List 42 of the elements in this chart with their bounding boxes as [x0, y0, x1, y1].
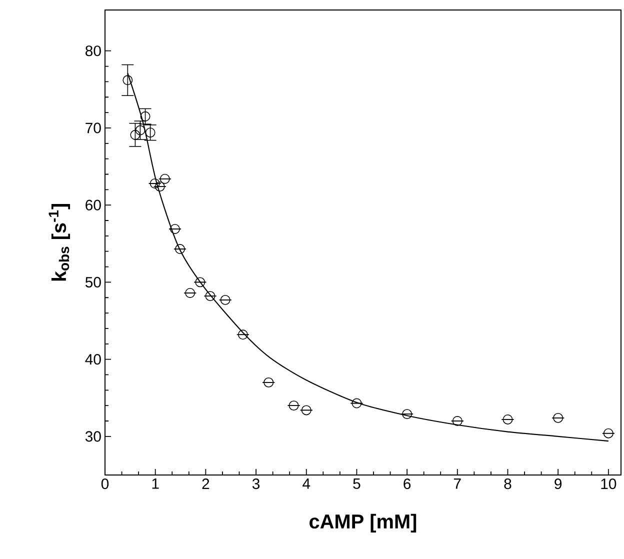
- x-tick-label: 6: [404, 478, 411, 490]
- x-tick-label: 7: [454, 478, 461, 489]
- text: k$_{obs}$ [s$^{-1}$]: [48, 204, 70, 281]
- x-tick-label: 10: [601, 478, 616, 490]
- point: [145, 128, 156, 138]
- point: [402, 409, 412, 420]
- y-tick-label: 50: [85, 276, 101, 288]
- y-tick-label: 60: [86, 200, 101, 210]
- x-tick-label: 3: [252, 478, 260, 490]
- point: [288, 400, 299, 411]
- point: [553, 412, 564, 423]
- x-tick-label: 0: [101, 478, 109, 490]
- point: [122, 75, 133, 86]
- point: [502, 414, 513, 424]
- x-tick-label: 8: [504, 478, 512, 490]
- point: [170, 224, 180, 234]
- x-tick-label: 2: [202, 478, 210, 489]
- x-tick-label: 5: [353, 478, 360, 489]
- y-tick-label: 70: [86, 122, 101, 134]
- point: [301, 405, 312, 416]
- point: [220, 294, 230, 305]
- x-tick-label: 1: [152, 478, 159, 489]
- point: [238, 330, 248, 340]
- y-tick-label: 40: [85, 354, 101, 365]
- point: [352, 398, 362, 408]
- point: [195, 277, 206, 288]
- point: [135, 125, 146, 136]
- point: [175, 244, 185, 254]
- y-tick-label: 80: [86, 46, 101, 56]
- point: [150, 178, 160, 188]
- point: [160, 174, 170, 184]
- point: [603, 428, 614, 438]
- x-tick-label: 4: [302, 478, 310, 489]
- point: [140, 111, 150, 122]
- x-axis-title: cAMP [mM]: [310, 514, 416, 533]
- y-tick-label: 30: [85, 431, 101, 442]
- point: [154, 182, 165, 192]
- point: [452, 416, 462, 426]
- x-tick-label: 9: [554, 478, 562, 490]
- point: [185, 288, 196, 298]
- point: [205, 291, 216, 302]
- point: [264, 377, 274, 388]
